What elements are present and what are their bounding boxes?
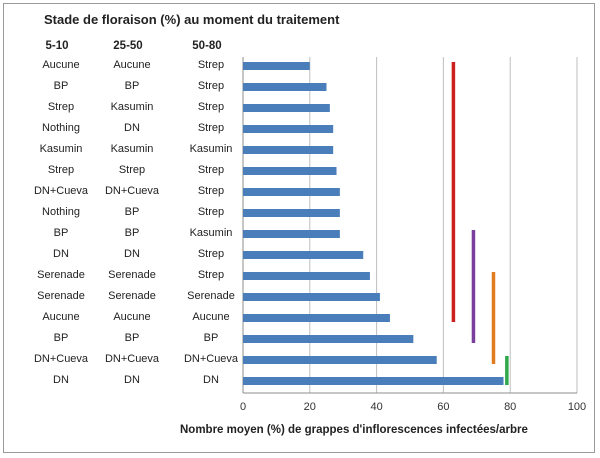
row-label: BP: [124, 206, 140, 218]
row-label: Strep: [197, 164, 225, 176]
row-label: DN: [124, 248, 140, 260]
row-label: Kasumin: [110, 101, 154, 113]
bar: [243, 62, 310, 70]
row-label: Strep: [197, 59, 225, 71]
row-label: DN: [203, 374, 219, 386]
bar: [243, 167, 337, 175]
row-label: Serenade: [37, 269, 85, 281]
row-label: DN: [124, 374, 140, 386]
row-label: DN: [53, 374, 69, 386]
x-tick-label: 40: [370, 401, 382, 413]
row-label: DN: [53, 248, 69, 260]
row-label: Strep: [197, 269, 225, 281]
row-label: DN+Cueva: [183, 353, 239, 365]
row-label: DN+Cueva: [104, 185, 160, 197]
row-label: Serenade: [108, 290, 156, 302]
row-label: DN+Cueva: [33, 185, 89, 197]
row-label: BP: [53, 80, 69, 92]
bar: [243, 104, 330, 112]
row-label: Serenade: [108, 269, 156, 281]
bar: [243, 125, 334, 133]
row-label: DN+Cueva: [104, 353, 160, 365]
bar: [243, 83, 327, 91]
bar: [243, 146, 334, 154]
row-label: DN+Cueva: [33, 353, 89, 365]
row-label: Nothing: [42, 206, 80, 218]
row-label: Aucune: [42, 59, 80, 71]
bar: [243, 272, 370, 280]
row-label: BP: [124, 332, 140, 344]
x-tick-label: 60: [437, 401, 449, 413]
row-label: Kasumin: [189, 143, 233, 155]
row-label: Strep: [197, 248, 225, 260]
row-label: Kasumin: [189, 227, 233, 239]
bar: [243, 335, 414, 343]
row-label: Strep: [197, 206, 225, 218]
label-column-header-5-10: 5-10: [45, 40, 69, 52]
bar: [243, 251, 364, 259]
row-label: BP: [124, 80, 140, 92]
x-tick-label: 80: [504, 401, 516, 413]
row-label: Strep: [197, 185, 225, 197]
row-label: BP: [53, 332, 69, 344]
row-label: Aucune: [42, 311, 80, 323]
chart-title: Stade de floraison (%) au moment du trai…: [44, 12, 340, 27]
bar: [243, 377, 504, 385]
row-label: Nothing: [42, 122, 80, 134]
row-label: DN: [124, 122, 140, 134]
row-label: Strep: [47, 101, 75, 113]
row-label: Strep: [47, 164, 75, 176]
row-label: Aucune: [192, 311, 230, 323]
x-tick-label: 0: [240, 401, 246, 413]
row-label: Strep: [118, 164, 146, 176]
bar: [243, 230, 340, 238]
bar: [243, 314, 390, 322]
x-axis-label: Nombre moyen (%) de grappes d'infloresce…: [180, 424, 528, 436]
row-label: Strep: [197, 80, 225, 92]
bar: [243, 293, 380, 301]
x-tick-label: 100: [568, 401, 586, 413]
row-label: Kasumin: [39, 143, 83, 155]
bar: [243, 188, 340, 196]
row-label: BP: [203, 332, 219, 344]
row-label: BP: [124, 227, 140, 239]
bar: [243, 356, 437, 364]
label-column-header-25-50: 25-50: [113, 40, 143, 52]
bar: [243, 209, 340, 217]
row-label: Aucune: [113, 59, 151, 71]
row-label: Aucune: [113, 311, 151, 323]
row-label: BP: [53, 227, 69, 239]
row-label: Strep: [197, 122, 225, 134]
row-label: Strep: [197, 101, 225, 113]
row-label: Serenade: [187, 290, 235, 302]
row-label: Serenade: [37, 290, 85, 302]
x-tick-label: 20: [304, 401, 316, 413]
row-label: Kasumin: [110, 143, 154, 155]
label-column-header-50-80: 50-80: [192, 40, 222, 52]
